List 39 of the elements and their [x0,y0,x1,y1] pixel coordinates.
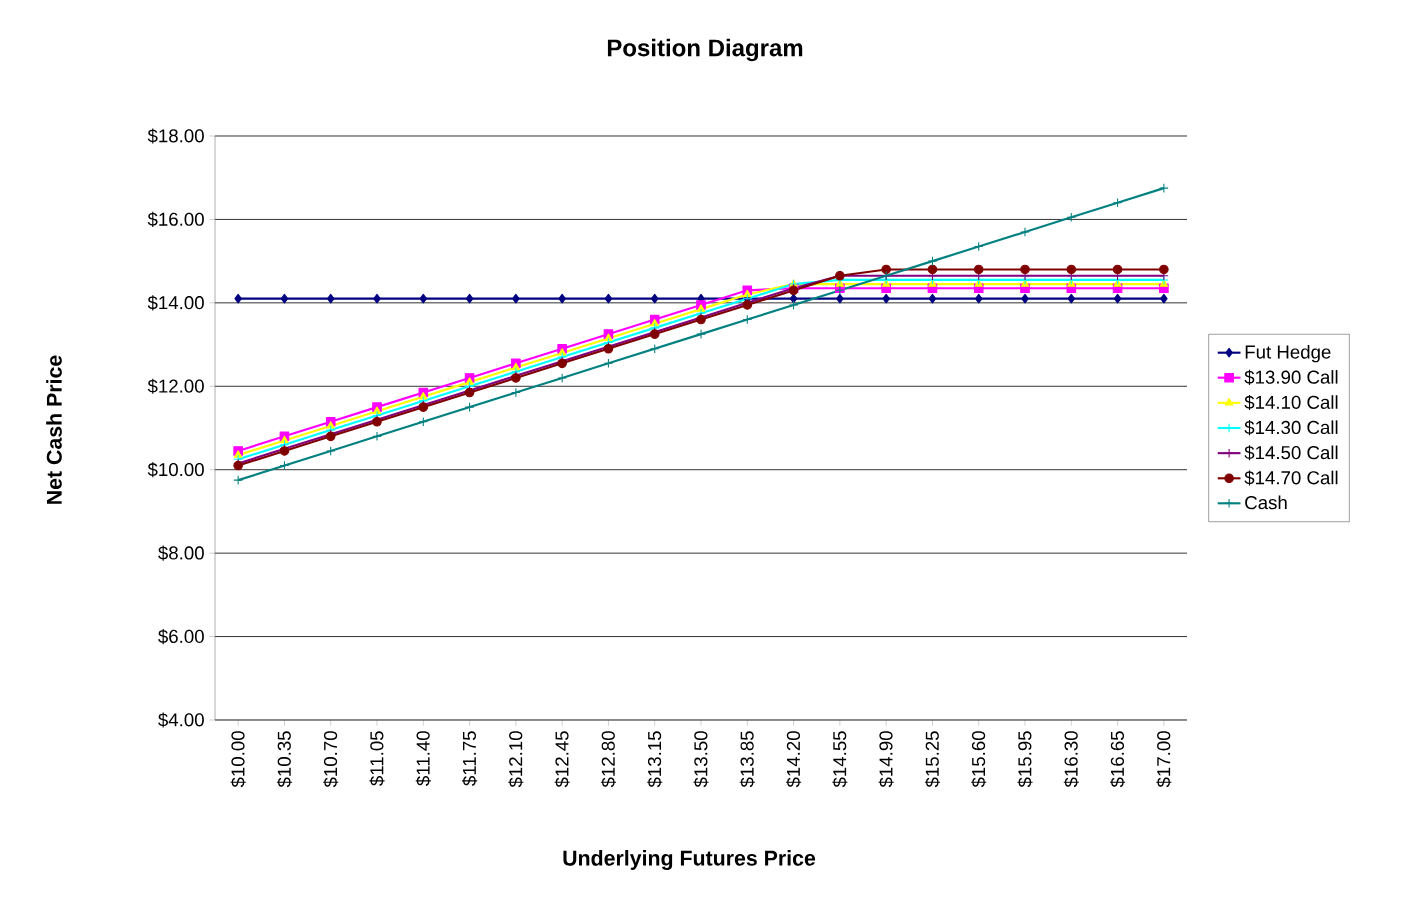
x-tick-label: $11.40 [415,731,431,786]
x-tick-label: $17.00 [1156,731,1172,788]
x-tick-label: $10.00 [230,731,246,788]
x-tick-label: $14.90 [878,731,894,788]
y-axis-title: Net Cash Price [46,355,62,504]
x-tick-label: $12.45 [554,731,570,788]
x-tick-label: $14.20 [786,731,802,788]
y-tick-label: $16.00 [147,211,204,227]
x-tick-label: $13.50 [693,731,709,788]
legend-label: Cash [1245,495,1287,510]
y-tick-label: $18.00 [147,128,204,144]
x-tick-label: $15.60 [971,731,987,788]
x-tick-label: $13.15 [647,731,663,788]
legend-label: $13.90 Call [1244,369,1338,385]
y-tick-label: $10.00 [147,462,204,478]
x-tick-label: $10.35 [276,731,292,788]
x-tick-label: $15.25 [924,731,940,788]
legend-label: $14.50 Call [1244,445,1338,461]
x-tick-label: $11.75 [462,731,478,786]
y-tick-label: $6.00 [158,629,204,645]
x-tick-label: $13.85 [739,731,755,788]
x-tick-label: $10.70 [323,731,339,788]
y-tick-label: $4.00 [158,712,204,728]
x-tick-label: $16.30 [1063,731,1079,788]
y-tick-label: $8.00 [158,545,204,561]
y-tick-label: $14.00 [147,295,204,311]
legend-label: Fut Hedge [1245,344,1331,363]
legend-label: $14.30 Call [1244,420,1338,436]
x-tick-label: $14.55 [832,731,848,788]
legend-label: $14.10 Call [1244,394,1338,411]
chart-title: Position Diagram [607,38,803,62]
x-tick-label: $11.05 [369,731,385,786]
x-tick-label: $16.65 [1110,731,1126,788]
y-tick-label: $12.00 [147,378,204,394]
x-tick-label: $12.80 [600,731,616,788]
x-tick-label: $12.10 [508,731,524,788]
x-axis-title: Underlying Futures Price [563,850,816,870]
legend-label: $14.70 Call [1244,470,1338,486]
x-tick-label: $15.95 [1017,731,1033,788]
